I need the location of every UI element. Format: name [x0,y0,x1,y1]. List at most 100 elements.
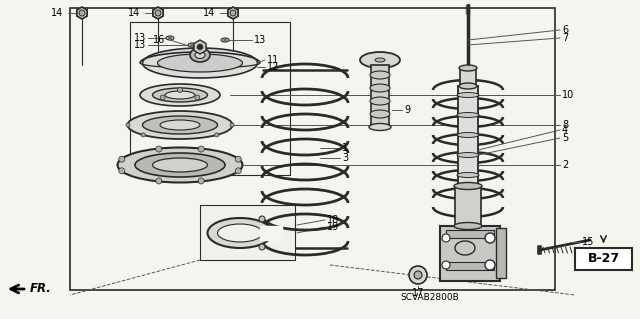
Ellipse shape [370,97,390,105]
Circle shape [155,10,161,16]
Ellipse shape [375,58,385,62]
Circle shape [126,123,130,127]
Text: 10: 10 [562,90,574,100]
Text: 13: 13 [134,33,146,43]
Text: 15: 15 [582,237,595,247]
Text: 4: 4 [562,125,568,135]
Ellipse shape [457,93,479,98]
Ellipse shape [188,43,196,47]
Ellipse shape [191,44,193,46]
Bar [446,230,494,238]
Text: 19: 19 [327,222,339,232]
Polygon shape [77,7,87,19]
Polygon shape [228,7,238,19]
Circle shape [119,156,125,162]
Circle shape [485,260,495,270]
Bar [460,68,476,86]
Ellipse shape [370,84,390,92]
Circle shape [198,44,202,49]
Circle shape [215,133,219,137]
Circle shape [236,168,241,174]
Circle shape [230,123,234,127]
Ellipse shape [459,83,477,89]
Ellipse shape [454,222,482,229]
Circle shape [485,233,495,243]
Ellipse shape [457,113,479,117]
Text: 14: 14 [203,8,215,18]
Circle shape [177,87,182,93]
Ellipse shape [143,48,257,78]
Ellipse shape [152,158,207,172]
Bar [455,186,481,226]
Ellipse shape [459,65,477,71]
Text: 8: 8 [562,120,568,130]
Ellipse shape [218,224,262,242]
Circle shape [259,244,265,250]
Polygon shape [194,40,206,54]
Circle shape [409,266,427,284]
Bar [440,226,500,281]
Ellipse shape [143,116,218,134]
Circle shape [79,10,85,16]
Ellipse shape [360,52,400,68]
Text: 9: 9 [404,105,410,115]
Text: 13: 13 [254,35,266,45]
Circle shape [442,234,450,242]
Ellipse shape [140,84,220,106]
Text: 5: 5 [562,133,568,143]
Circle shape [198,178,204,184]
Circle shape [442,261,450,269]
Ellipse shape [369,123,391,130]
Bar [371,65,389,125]
Ellipse shape [166,36,174,40]
Text: 6: 6 [562,25,568,35]
Circle shape [259,216,265,222]
Circle shape [198,146,204,152]
Text: 2: 2 [562,160,568,170]
Text: 17: 17 [412,288,424,298]
Text: 18: 18 [327,215,339,225]
Ellipse shape [457,152,479,158]
Ellipse shape [165,91,195,99]
Circle shape [141,133,145,137]
Ellipse shape [370,71,390,79]
Text: 16: 16 [153,35,165,45]
Ellipse shape [160,120,200,130]
Bar [575,248,632,270]
Circle shape [195,95,200,100]
Circle shape [160,95,165,100]
Circle shape [230,10,236,16]
Bar [496,228,506,278]
Circle shape [236,156,241,162]
Text: 14: 14 [128,8,140,18]
Bar [70,8,555,290]
Text: 3: 3 [342,153,348,163]
Text: 12: 12 [267,62,280,72]
Bar [458,86,478,186]
Bar [200,205,295,260]
Polygon shape [153,7,163,19]
Circle shape [156,146,162,152]
Ellipse shape [223,39,227,41]
Circle shape [156,178,162,184]
Ellipse shape [135,153,225,177]
Text: 14: 14 [51,8,63,18]
Ellipse shape [207,218,273,248]
Bar [130,22,290,175]
Ellipse shape [118,147,243,182]
Ellipse shape [127,111,232,139]
Ellipse shape [195,51,205,58]
Ellipse shape [457,132,479,137]
Text: B-27: B-27 [588,253,620,265]
Text: 7: 7 [562,33,568,43]
Ellipse shape [221,38,229,42]
Ellipse shape [457,173,479,177]
Bar [446,262,494,270]
Circle shape [119,168,125,174]
Ellipse shape [190,48,210,62]
Text: 1: 1 [342,143,348,153]
Text: SCVAB2800B: SCVAB2800B [400,293,459,302]
Circle shape [414,271,422,279]
Ellipse shape [454,182,482,189]
Ellipse shape [168,37,172,39]
